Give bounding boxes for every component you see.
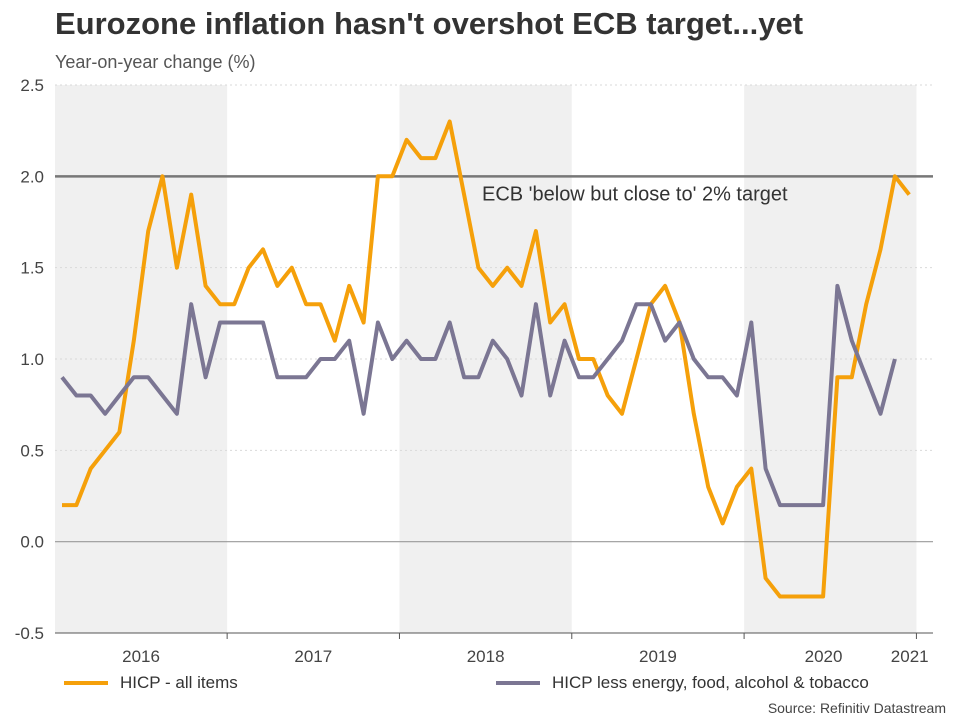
legend-label-core: HICP less energy, food, alcohol & tobacc… <box>552 673 869 692</box>
chart-subtitle: Year-on-year change (%) <box>55 52 256 72</box>
y-tick-label: 2.0 <box>20 167 44 186</box>
target-label: ECB 'below but close to' 2% target <box>482 183 788 205</box>
series-line-headline <box>62 119 911 599</box>
y-tick-label: 1.0 <box>20 350 44 369</box>
legend-item-core: HICP less energy, food, alcohol & tobacc… <box>496 673 869 693</box>
source-note: Source: Refinitiv Datastream <box>767 700 946 716</box>
legend-item-headline: HICP - all items <box>64 673 238 693</box>
y-tick-label: 0.5 <box>20 441 44 460</box>
y-tick-label: 0.0 <box>20 533 44 552</box>
y-tick-label: 2.5 <box>20 76 44 95</box>
legend-swatch-headline <box>64 681 108 685</box>
x-tick-label: 2018 <box>467 647 505 666</box>
series-lines <box>60 119 911 599</box>
x-tick-label: 2016 <box>122 647 160 666</box>
chart-title: Eurozone inflation hasn't overshot ECB t… <box>55 6 804 41</box>
y-axis-ticks: 2.5 2.0 1.5 1.0 0.5 0.0 -0.5 <box>15 76 44 643</box>
legend-swatch-core <box>496 681 540 685</box>
x-tick-label: 2017 <box>294 647 332 666</box>
x-axis: 2016 2017 2018 2019 2020 2021 <box>55 632 933 666</box>
x-tick-label: 2019 <box>639 647 677 666</box>
y-tick-label: -0.5 <box>15 624 44 643</box>
x-tick-label: 2020 <box>805 647 843 666</box>
series-line-core <box>60 283 897 508</box>
y-tick-label: 1.5 <box>20 259 44 278</box>
legend-label-headline: HICP - all items <box>120 673 238 692</box>
x-tick-label: 2021 <box>891 647 929 666</box>
